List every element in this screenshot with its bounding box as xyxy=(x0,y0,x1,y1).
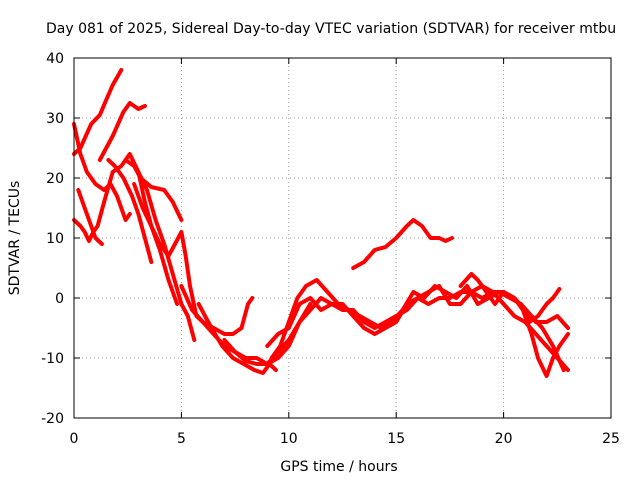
series-line-s11 xyxy=(196,302,278,375)
series-line-s4 xyxy=(76,188,104,246)
chart-title: Day 081 of 2025, Sidereal Day-to-day VTE… xyxy=(46,21,616,37)
series-line-s15 xyxy=(351,218,454,270)
series-line-s1 xyxy=(72,68,124,156)
x-tick-label: 0 xyxy=(70,431,79,447)
y-tick-label: 40 xyxy=(46,51,64,67)
series-line-s16 xyxy=(458,272,570,378)
series-line-s8 xyxy=(132,182,255,336)
x-tick-label: 5 xyxy=(177,431,186,447)
y-tick-label: -20 xyxy=(41,411,64,427)
y-tick-label: 30 xyxy=(46,111,64,127)
series-line-s14 xyxy=(269,278,566,372)
y-axis-label: SDTVAR / TECUs xyxy=(7,181,23,296)
series-line-s17 xyxy=(518,287,562,324)
x-tick-label: 25 xyxy=(602,431,620,447)
y-tick-label: 10 xyxy=(46,231,64,247)
series-group xyxy=(72,68,570,378)
series-line-s9 xyxy=(136,170,197,342)
plot-frame xyxy=(73,57,612,419)
x-tick-label: 20 xyxy=(495,431,513,447)
series-line-s13 xyxy=(265,284,570,372)
x-tick-label: 10 xyxy=(280,431,298,447)
series-line-s3 xyxy=(72,122,132,222)
tick-labels: 0 5 10 15 20 25 -20 -10 0 10 20 30 40 xyxy=(41,51,620,447)
series-line-s2 xyxy=(97,101,147,162)
series-line-s6 xyxy=(106,158,154,264)
x-axis-label: GPS time / hours xyxy=(280,459,397,475)
series-line-s10 xyxy=(179,284,313,366)
y-tick-label: 0 xyxy=(55,291,64,307)
series-line-s7 xyxy=(123,158,184,222)
y-tick-label: -10 xyxy=(41,351,64,367)
y-tick-label: 20 xyxy=(46,171,64,187)
x-tick-label: 15 xyxy=(387,431,405,447)
